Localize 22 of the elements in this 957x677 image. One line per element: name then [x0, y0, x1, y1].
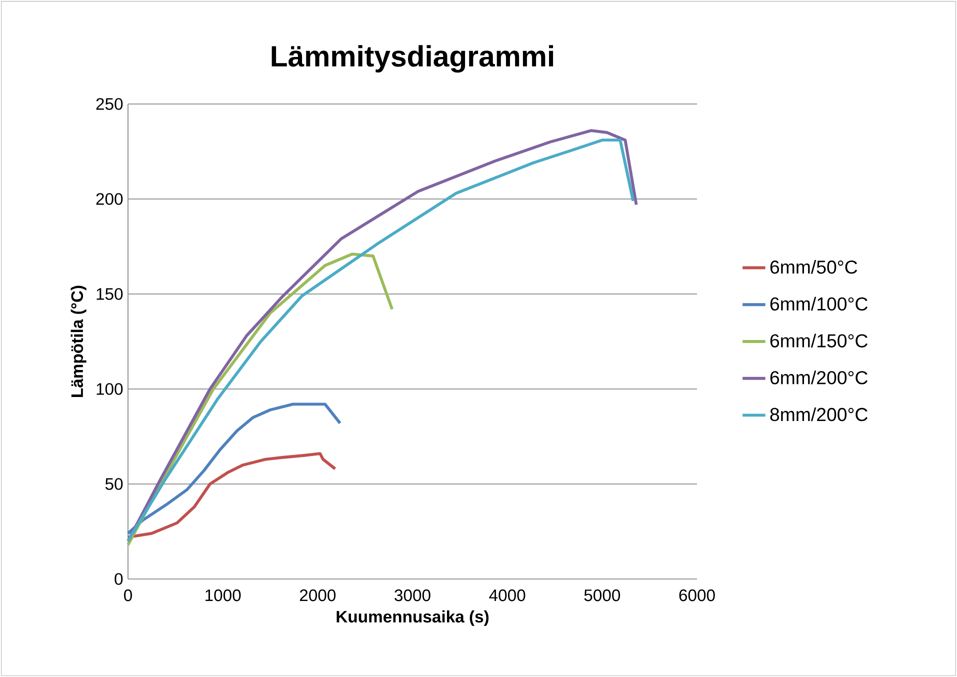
- y-tick-label: 150: [96, 288, 123, 300]
- y-tick-label: 50: [105, 478, 123, 490]
- x-tick-label: 6000: [679, 589, 715, 602]
- y-axis-title: Lämpötila (°C): [70, 286, 86, 397]
- x-tick-label: 4000: [489, 589, 526, 602]
- x-axis-title: Kuumennusaika (s): [336, 610, 489, 626]
- y-tick-label: 250: [96, 98, 123, 110]
- x-tick-label: 1000: [206, 589, 241, 602]
- legend-label: 8mm/200°C: [770, 407, 868, 422]
- legend-label: 6mm/100°C: [770, 296, 868, 311]
- y-tick-label: 100: [96, 383, 123, 395]
- legend-label: 6mm/50°C: [770, 260, 858, 274]
- x-tick-label: 2000: [300, 589, 336, 602]
- chart-title: Lämmitysdiagrammi: [272, 45, 554, 73]
- y-tick-label: 200: [96, 193, 123, 205]
- y-tick-label: 0: [114, 573, 123, 585]
- line-series: [126, 452, 337, 539]
- legend-label: 6mm/200°C: [770, 370, 868, 384]
- x-tick-label: 3000: [394, 589, 430, 602]
- x-tick-label: 0: [124, 589, 132, 602]
- x-tick-label: 5000: [584, 589, 620, 602]
- legend-label: 6mm/150°C: [770, 334, 868, 348]
